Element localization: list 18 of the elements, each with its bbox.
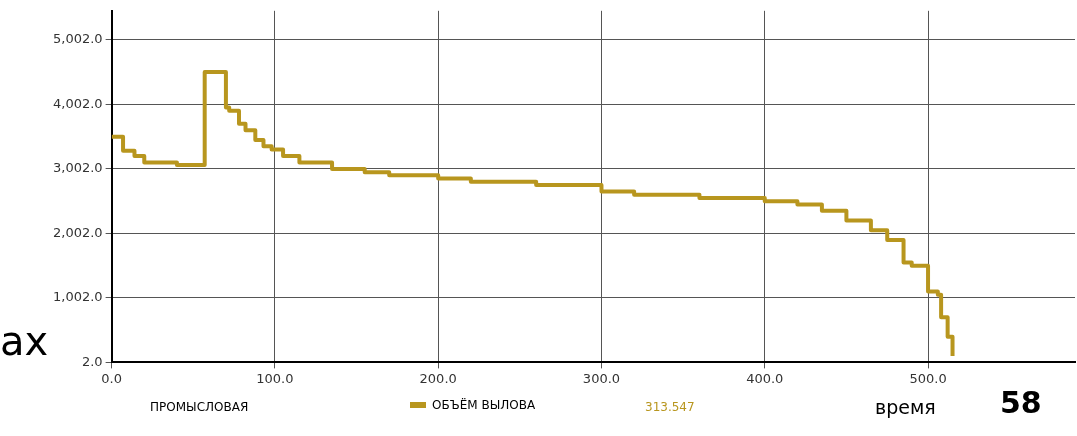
x-tick-label: 500.0 [909,370,947,386]
y-tick-label: 2,002.0 [52,224,103,240]
y-tick-label: 5,002.0 [52,31,103,47]
text: 58 [1000,385,1042,420]
x-tick-label: 400.0 [746,370,784,386]
text: 313.547 [645,400,695,414]
x-tick-label: 100.0 [256,370,294,386]
y-tick-label: 1,002.0 [52,289,103,305]
y-tick-label: 4,002.0 [52,95,103,111]
x-axis-title: время [875,396,936,418]
y-tick-label: 2.0 [81,353,103,369]
text: ах [0,318,49,364]
y-tick-label: 3,002.0 [52,160,103,176]
text: ПРОМЫСЛОВАЯ [150,400,249,414]
legend-label: ОБЪЁМ ВЫЛОВА [432,398,536,412]
x-tick-label: 200.0 [419,370,457,386]
x-tick-label: 300.0 [582,370,621,386]
x-tick-label: 0.0 [101,370,122,386]
